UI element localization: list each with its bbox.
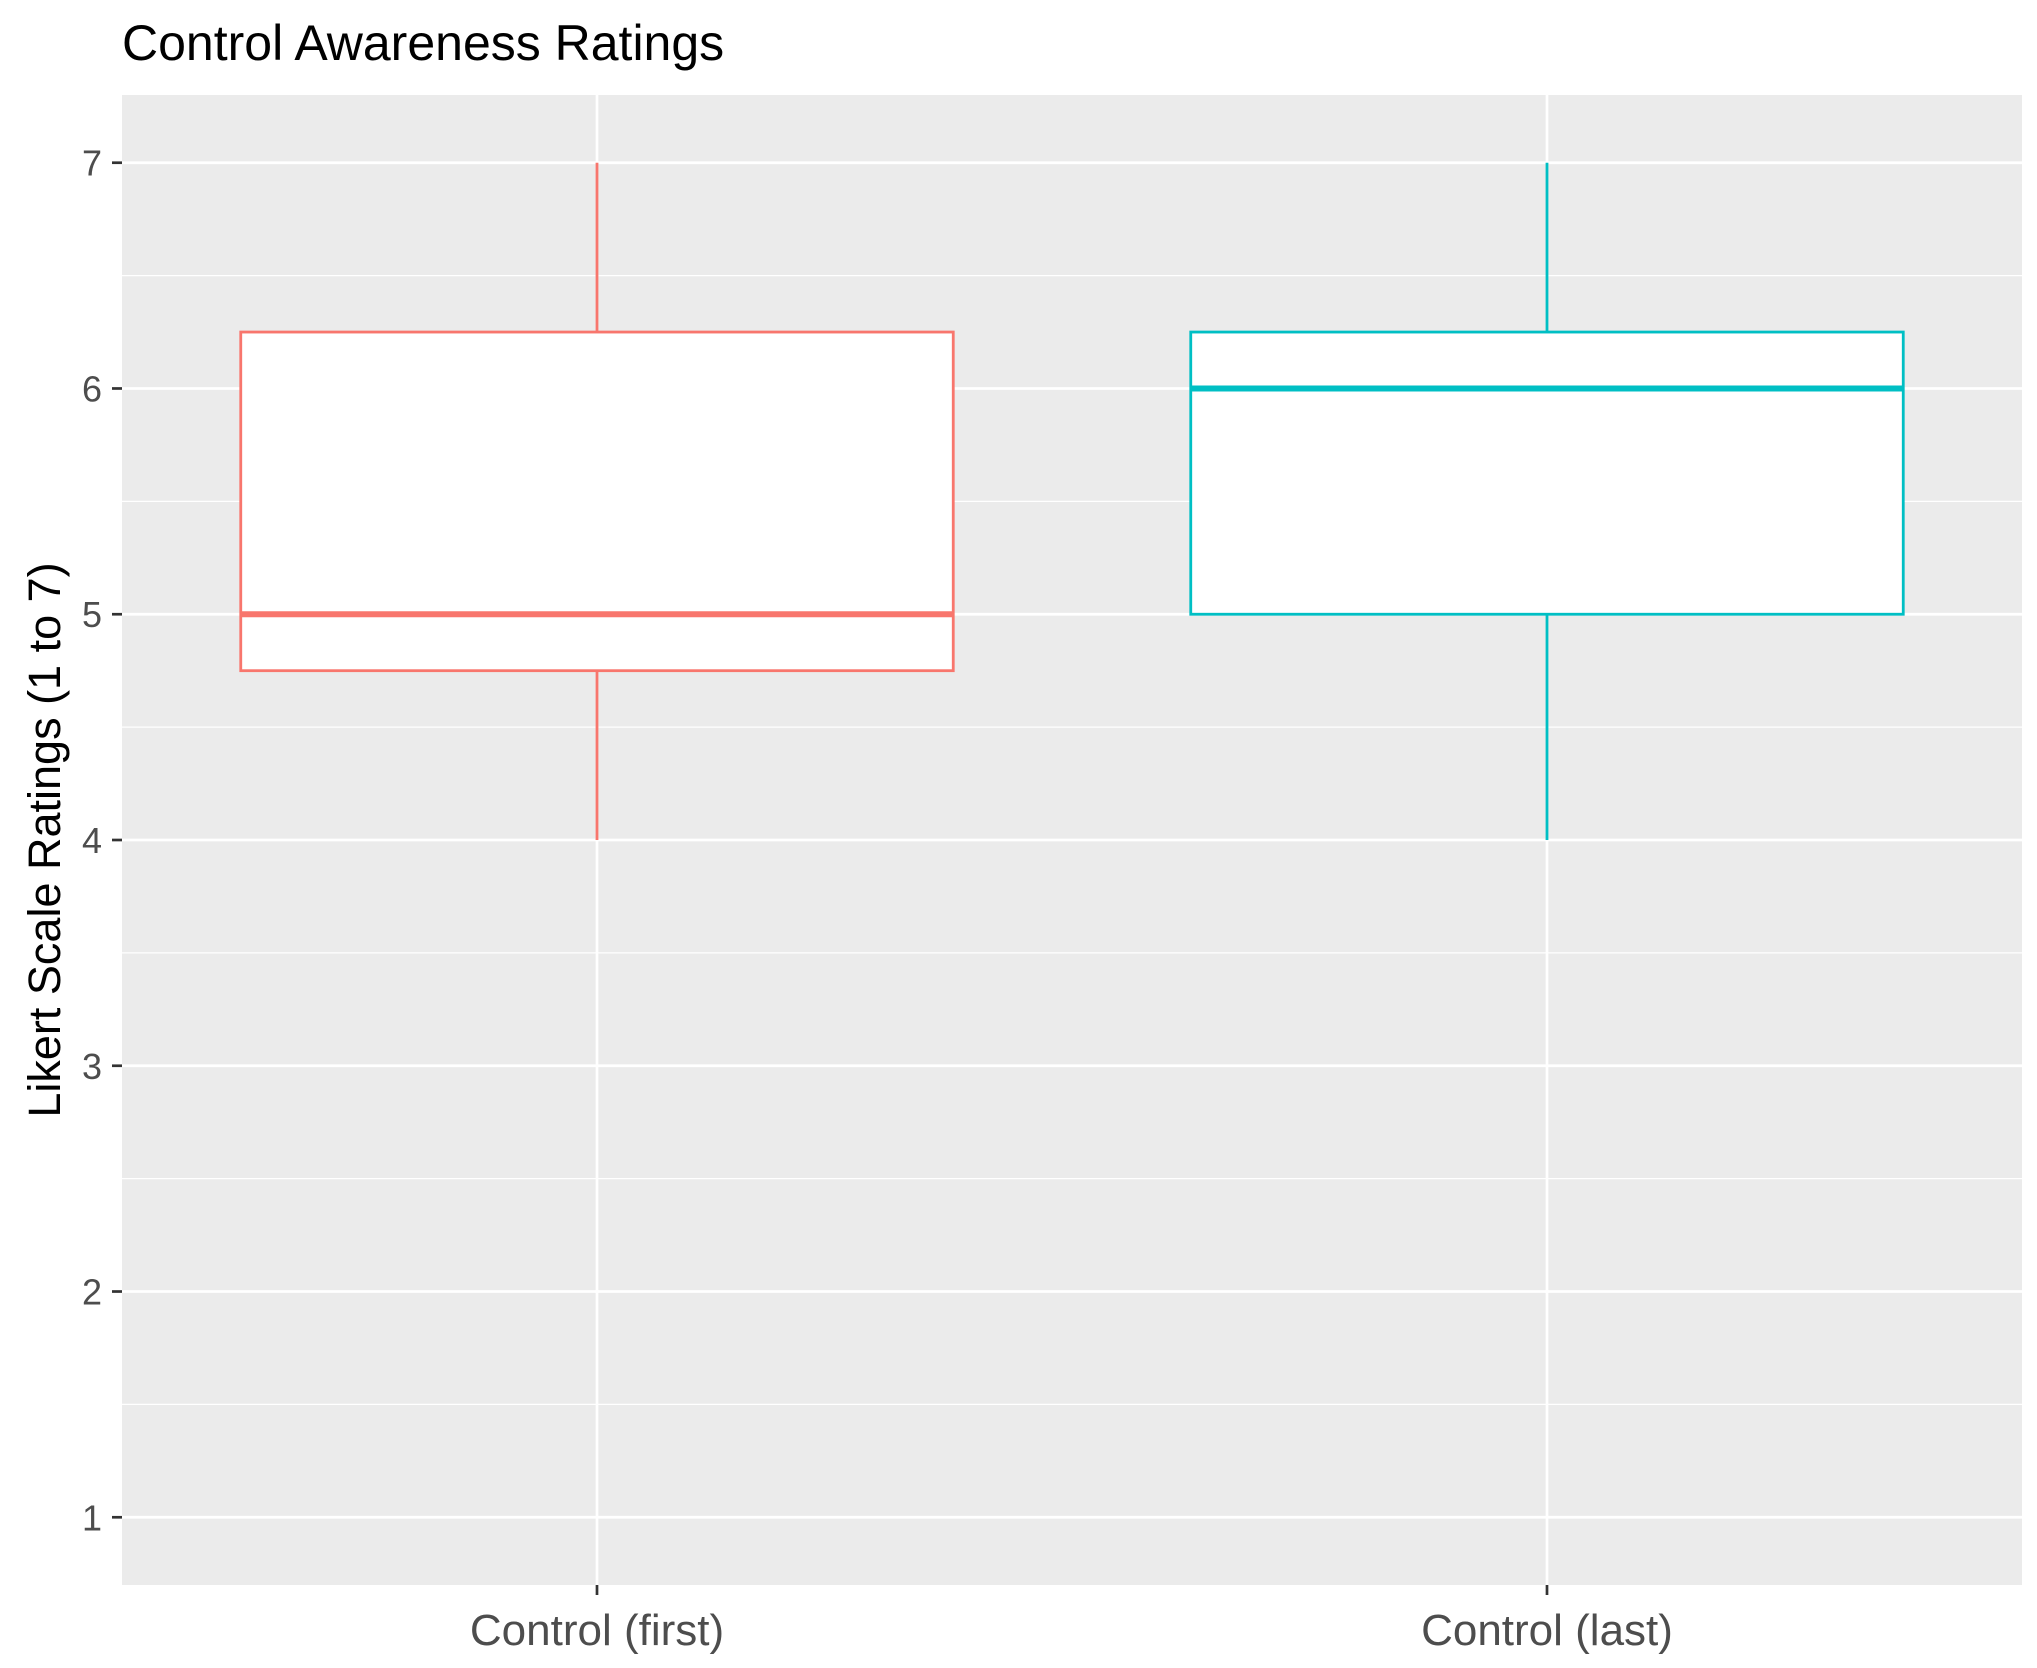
- box-1: [239, 162, 955, 840]
- y-tick-label: 7: [82, 143, 102, 184]
- minor-gridlines: [122, 274, 2022, 1406]
- box-iqr: [239, 330, 955, 673]
- y-tick-label: 1: [82, 1497, 102, 1538]
- y-tick-label: 6: [82, 368, 102, 409]
- y-tick-label: 4: [82, 820, 102, 861]
- y-tick-label: 2: [82, 1272, 102, 1313]
- y-tick-label: 5: [82, 594, 102, 635]
- x-tick-label: Control (last): [1421, 1606, 1673, 1655]
- boxes-layer: [239, 162, 1905, 840]
- y-axis-title: Likert Scale Ratings (1 to 7): [19, 562, 70, 1117]
- x-tick-label: Control (first): [470, 1606, 724, 1655]
- box-iqr: [1189, 330, 1905, 616]
- y-axis: 1 2 3 4 5 6 7: [82, 143, 122, 1538]
- box-2: [1189, 162, 1905, 840]
- x-axis: Control (first) Control (last): [470, 1585, 1673, 1655]
- chart-title: Control Awareness Ratings: [122, 15, 724, 71]
- y-tick-label: 3: [82, 1046, 102, 1087]
